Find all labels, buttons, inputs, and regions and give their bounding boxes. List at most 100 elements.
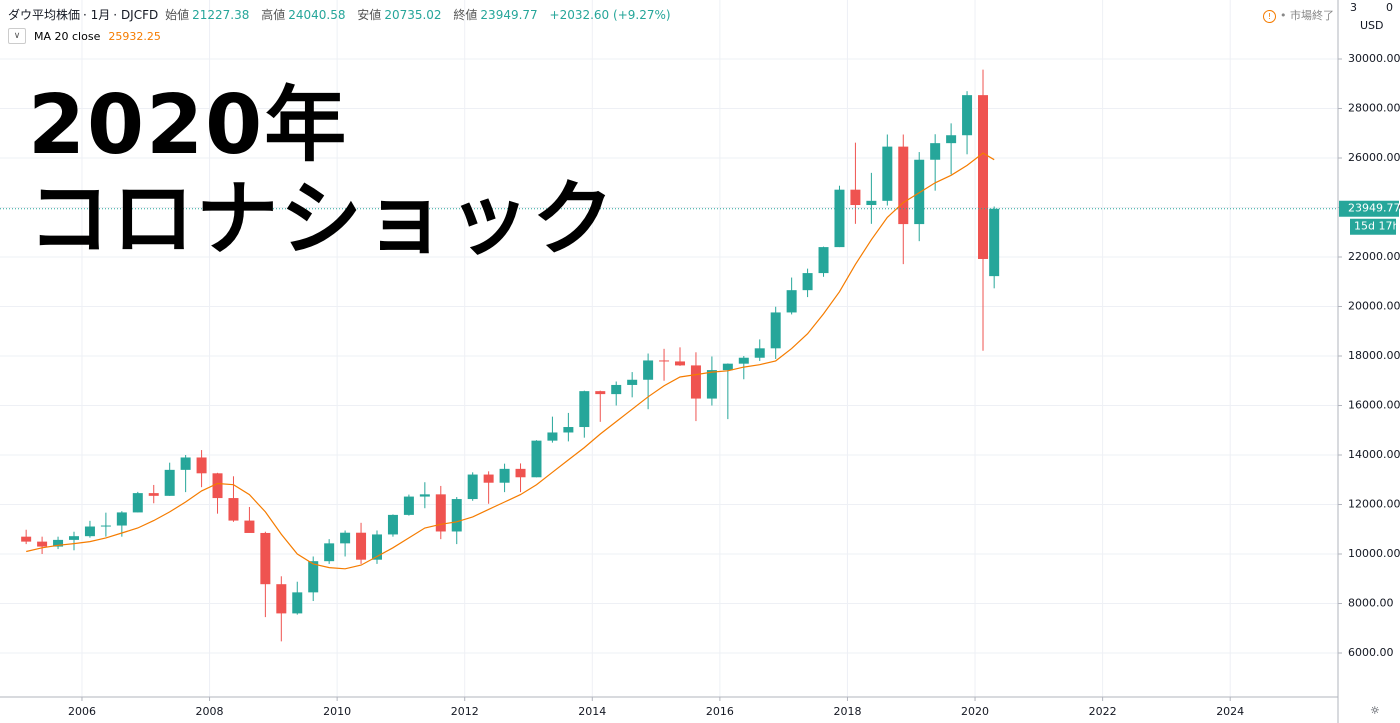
low-label: 安値 (357, 8, 382, 22)
candle-body (387, 514, 398, 535)
candle-body (451, 499, 462, 532)
candle-body (946, 135, 957, 144)
currency[interactable]: USD (1360, 19, 1384, 32)
candle-body (738, 357, 749, 364)
high-value: 24040.58 (288, 8, 346, 22)
candle-body (882, 146, 893, 201)
candle-body (834, 189, 845, 248)
ma-line (26, 152, 995, 570)
candle-body (53, 539, 64, 547)
candle-body (962, 95, 973, 136)
candle-body (212, 473, 223, 499)
x-tick-label: 2012 (451, 705, 479, 718)
low-value: 20735.02 (384, 8, 442, 22)
y-tick-label: 6000.00 (1348, 646, 1394, 659)
y-tick-label: 8000.00 (1348, 596, 1394, 609)
corner-label: 3 (1350, 1, 1357, 14)
x-tick-label: 2010 (323, 705, 351, 718)
candle-body (627, 379, 638, 385)
source: DJCFD (120, 8, 159, 22)
candle-body (467, 474, 478, 500)
grid (0, 0, 1338, 697)
candle-body (786, 290, 797, 313)
open-value: 21227.38 (192, 8, 250, 22)
candle-body (324, 543, 335, 562)
settings-icon[interactable]: ☼ (1370, 704, 1380, 717)
candle-body (37, 541, 48, 547)
corner-label: 0 (1386, 1, 1393, 14)
candle-body (531, 440, 542, 478)
candle-body (340, 532, 351, 544)
candle-body (706, 370, 717, 399)
candle-body (866, 200, 877, 206)
x-tick-label: 2024 (1216, 705, 1244, 718)
candle-body (770, 312, 781, 349)
axes: 6000.00 8000.00 10000.00 12000.00 14000.00 16… (68, 52, 1400, 718)
candle-body (690, 365, 701, 399)
countdown-box (1350, 218, 1396, 235)
plot (0, 69, 1338, 642)
market-status: ! • 市場終了 (1263, 7, 1334, 23)
change: +2032.60 (+9.27%) (549, 8, 671, 22)
candle-body (930, 143, 941, 160)
candle-body (196, 457, 207, 474)
candle-body (914, 159, 925, 225)
collapse-button[interactable]: ∨ (8, 28, 26, 44)
x-tick-label: 2016 (706, 705, 734, 718)
candle-body (643, 360, 654, 380)
candle-body (260, 532, 271, 585)
candle-body (356, 532, 367, 560)
candle-body (818, 247, 829, 274)
candle-body (308, 561, 319, 593)
high-label: 高値 (261, 8, 286, 22)
indicator-name[interactable]: MA 20 close (34, 29, 101, 43)
market-status-text: 市場終了 (1290, 9, 1334, 22)
y-tick-label: 26000.00 (1348, 151, 1400, 164)
candle-body (989, 208, 1000, 277)
symbol-title[interactable]: ダウ平均株価 (8, 8, 81, 22)
candle-body (21, 536, 32, 542)
candle-body (148, 493, 159, 496)
candle-body (84, 526, 95, 537)
candle-body (244, 520, 255, 533)
candle-body (515, 468, 526, 478)
candle-body (403, 496, 414, 515)
candle-body (659, 360, 670, 362)
candle-body (132, 493, 143, 513)
annotation: 2020年 (28, 78, 349, 173)
x-tick-label: 2014 (578, 705, 606, 718)
candle-body (850, 189, 861, 206)
candle-body (898, 146, 909, 225)
indicator-value: 25932.25 (108, 29, 161, 43)
y-tick-label: 10000.00 (1348, 547, 1400, 560)
x-tick-label: 2022 (1089, 705, 1117, 718)
y-tick-label: 22000.00 (1348, 250, 1400, 263)
candle-body (419, 494, 430, 497)
candle-body (116, 512, 127, 526)
close-label: 終値 (453, 8, 478, 22)
open-label: 始値 (165, 8, 190, 22)
annotation: コロナショック (28, 172, 617, 267)
y-tick-label: 30000.00 (1348, 52, 1400, 65)
y-tick-label: 16000.00 (1348, 398, 1400, 411)
last-price-box (1339, 200, 1399, 217)
candle-body (579, 391, 590, 428)
candle-body (435, 494, 446, 532)
y-tick-label: 20000.00 (1348, 299, 1400, 312)
candle-body (722, 363, 733, 371)
y-tick-label: 14000.00 (1348, 448, 1400, 461)
candle-body (563, 427, 574, 433)
candle-body (372, 534, 383, 560)
candle-body (802, 273, 813, 291)
x-tick-label: 2006 (68, 705, 96, 718)
y-tick-label: 12000.00 (1348, 497, 1400, 510)
x-tick-label: 2008 (196, 705, 224, 718)
interval[interactable]: 1月 (90, 8, 111, 22)
candle-body (547, 432, 558, 441)
y-tick-label: 28000.00 (1348, 102, 1400, 115)
candle-body (978, 95, 989, 259)
candle-body (276, 584, 287, 614)
countdown: 15d 17h (1354, 220, 1399, 233)
